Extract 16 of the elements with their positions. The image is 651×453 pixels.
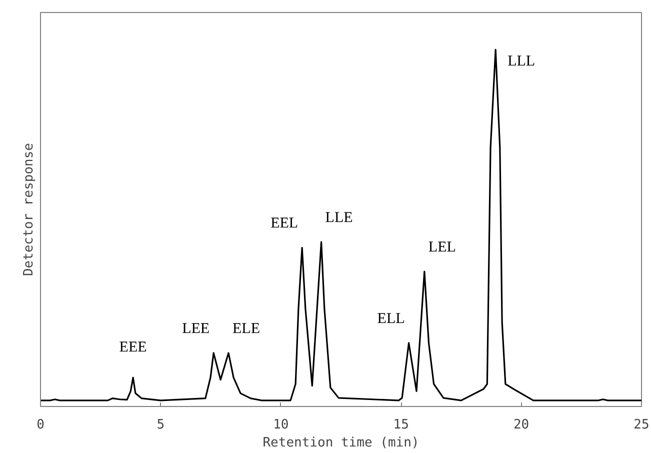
y-axis-title: Detector response [22, 142, 36, 276]
x-axis-title: Retention time (min) [262, 436, 420, 450]
annotation: EEL [270, 216, 298, 232]
x-tick-label: 5 [156, 418, 165, 432]
annotation: LEL [428, 240, 456, 256]
x-tick-label: 0 [36, 418, 44, 432]
annotation: LLL [508, 54, 536, 70]
annotation: LEE [182, 320, 210, 337]
x-tick-label: 20 [513, 418, 530, 432]
x-tick-label: 15 [393, 418, 409, 432]
x-tick-label: 10 [273, 418, 289, 432]
annotation: EEE [119, 340, 147, 356]
x-tick-label: 25 [634, 418, 650, 432]
annotation: ELL [377, 310, 405, 327]
annotation: LLE [325, 210, 353, 226]
annotation: ELE [232, 320, 260, 337]
